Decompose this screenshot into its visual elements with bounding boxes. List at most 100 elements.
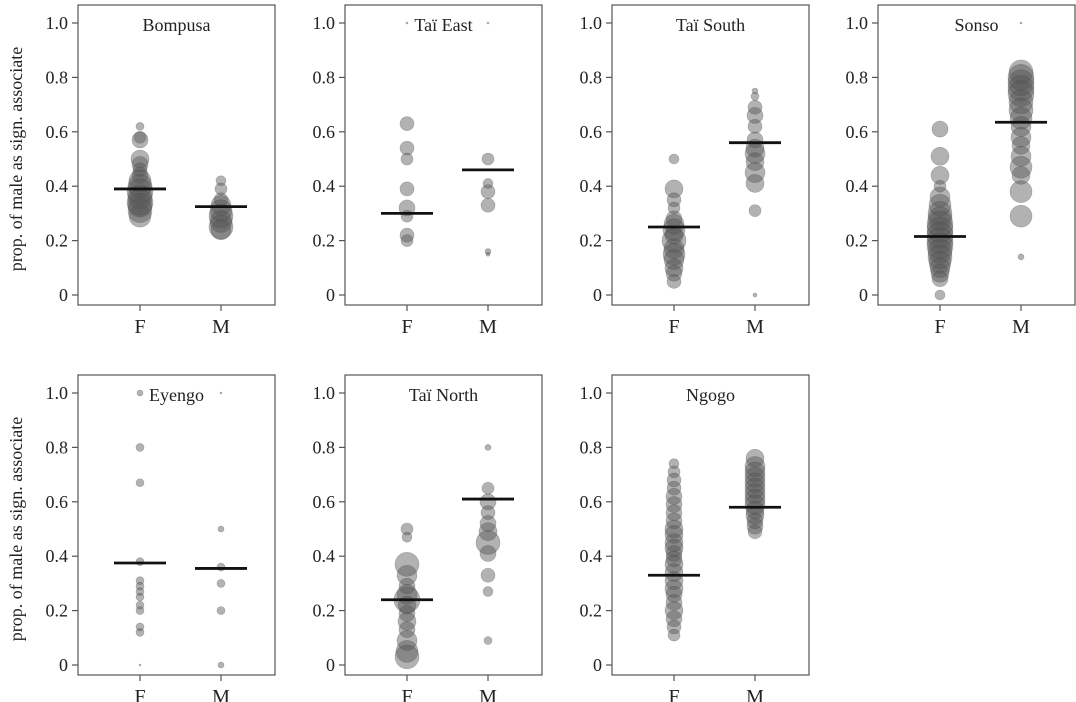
y-tick-label: 0.4 xyxy=(46,546,69,566)
data-point xyxy=(135,122,145,131)
data-point xyxy=(667,628,681,642)
data-point xyxy=(398,577,416,595)
data-point xyxy=(934,289,946,301)
data-point xyxy=(663,249,685,270)
data-point xyxy=(397,612,417,631)
data-point xyxy=(744,467,766,488)
y-tick-label: 0.6 xyxy=(46,492,69,512)
data-point xyxy=(744,483,766,504)
data-point xyxy=(130,149,150,169)
y-tick-label: 1.0 xyxy=(313,13,336,33)
data-point xyxy=(664,601,684,620)
data-point xyxy=(135,576,145,585)
data-point xyxy=(128,169,152,193)
x-tick-label: F xyxy=(134,316,145,338)
panel-title: Ngogo xyxy=(686,385,735,405)
y-tick-label: 0.6 xyxy=(580,122,603,142)
data-point xyxy=(127,192,153,218)
panel-bompusa: 0 0.2 0.4 0.6 0.8 1.0 F M Bompusa xyxy=(46,4,276,338)
panel-frame xyxy=(77,4,276,306)
data-point xyxy=(930,166,950,185)
data-point xyxy=(1019,21,1023,25)
data-point xyxy=(400,234,414,247)
data-point xyxy=(219,391,223,395)
data-point xyxy=(667,465,681,479)
data-point xyxy=(745,448,765,468)
data-point xyxy=(480,567,496,583)
x-tick-label: F xyxy=(401,686,412,702)
data-point xyxy=(663,238,685,260)
data-point xyxy=(1009,106,1033,130)
panel-ngogo: 0 0.2 0.4 0.6 0.8 1.0 F M Ngogo xyxy=(580,374,810,702)
data-point xyxy=(216,606,226,615)
data-point xyxy=(664,258,684,278)
x-tick-label: F xyxy=(134,686,145,702)
data-point xyxy=(929,186,951,208)
data-point xyxy=(135,622,145,632)
data-point xyxy=(135,443,145,452)
y-tick-label: 0 xyxy=(326,655,335,675)
data-point xyxy=(665,594,683,611)
y-tick-label: 0 xyxy=(593,285,602,305)
data-point xyxy=(926,227,954,254)
y-tick-label: 1.0 xyxy=(846,13,869,33)
data-point xyxy=(1008,89,1034,115)
y-tick-label: 1.0 xyxy=(580,13,603,33)
data-point xyxy=(1009,204,1033,228)
data-point xyxy=(665,585,683,603)
data-point xyxy=(208,214,234,240)
data-point xyxy=(747,524,763,540)
data-point xyxy=(666,274,682,289)
data-point xyxy=(481,152,495,166)
data-point xyxy=(399,227,415,243)
data-point xyxy=(484,248,492,255)
data-point xyxy=(1011,166,1031,185)
data-point xyxy=(480,197,496,213)
y-tick-label: 0 xyxy=(59,285,68,305)
data-point xyxy=(668,153,680,165)
data-point xyxy=(665,610,683,628)
panel-title: Sonso xyxy=(954,15,998,35)
y-tick-label: 0.2 xyxy=(46,231,69,251)
data-point xyxy=(1009,155,1033,179)
data-point xyxy=(217,661,225,669)
data-point xyxy=(665,264,683,282)
y-tick-label: 0.6 xyxy=(580,492,603,512)
data-point xyxy=(666,619,682,635)
data-point xyxy=(664,555,684,574)
data-point xyxy=(209,199,233,222)
data-point xyxy=(746,107,764,124)
data-point xyxy=(135,628,145,637)
panel-frame xyxy=(877,4,1076,306)
data-point xyxy=(132,162,148,178)
data-point xyxy=(400,522,414,536)
data-point xyxy=(751,87,759,95)
data-point xyxy=(928,193,952,217)
y-tick-label: 0.6 xyxy=(46,122,69,142)
y-tick-label: 0.2 xyxy=(580,231,603,251)
data-point xyxy=(135,478,145,488)
panel-sonso: 0 0.2 0.4 0.6 0.8 1.0 F M Sonso xyxy=(846,4,1076,338)
data-point xyxy=(131,156,149,173)
data-point xyxy=(405,21,409,25)
data-point xyxy=(928,251,952,274)
data-point xyxy=(480,505,496,520)
data-point xyxy=(395,640,419,663)
data-point xyxy=(399,181,415,197)
data-point xyxy=(664,179,684,199)
data-point xyxy=(396,630,418,651)
data-point xyxy=(1007,80,1035,108)
data-point xyxy=(398,605,416,622)
data-point xyxy=(485,251,491,257)
data-point xyxy=(927,206,953,232)
data-point xyxy=(399,116,415,131)
panel-frame xyxy=(77,374,276,676)
data-point xyxy=(398,199,416,217)
data-point xyxy=(482,178,494,189)
data-point xyxy=(133,130,147,144)
data-point xyxy=(131,131,149,149)
data-point xyxy=(744,477,766,499)
y-axis-label: prop. of male as sign. associate xyxy=(6,417,26,641)
data-point xyxy=(664,579,684,599)
